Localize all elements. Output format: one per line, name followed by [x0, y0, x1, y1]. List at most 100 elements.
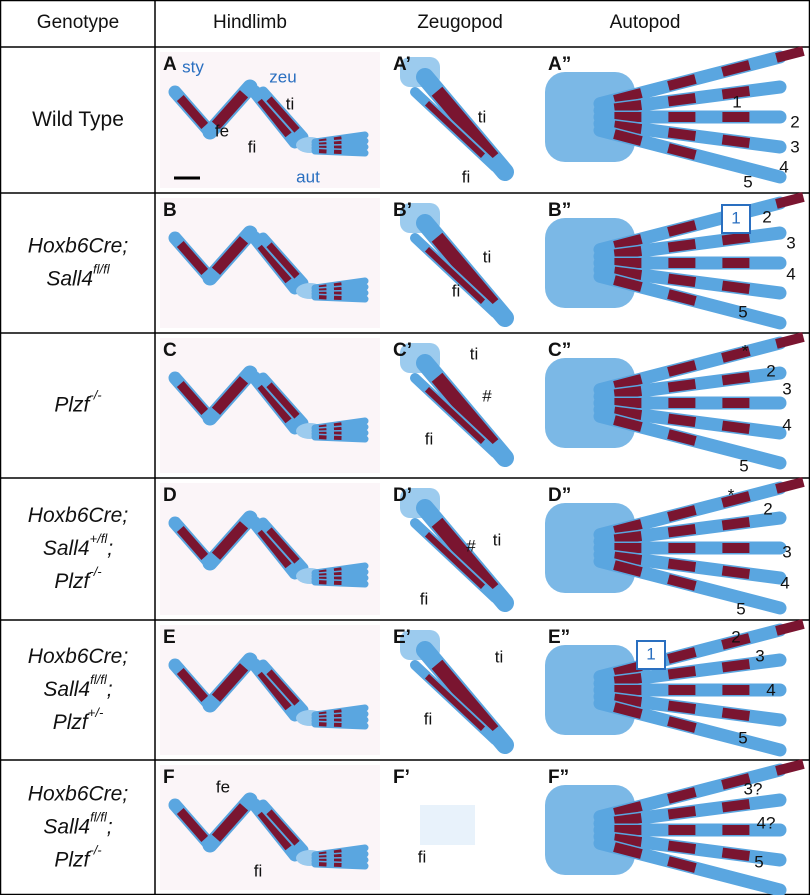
annotation: 3 [782, 379, 791, 398]
phalanx [614, 524, 641, 531]
annotation: 2 [790, 112, 799, 131]
genotype-line: Sall4+/fl​; [43, 531, 113, 559]
annotation: 2 [731, 627, 740, 646]
annotation: 5 [754, 852, 763, 871]
phalanx [334, 574, 342, 575]
phalanx [614, 847, 641, 854]
panel-label: C’ [393, 340, 412, 361]
panel-label: F” [548, 767, 569, 788]
annotation: ti [470, 344, 479, 363]
annotation: * [742, 341, 749, 360]
annotation: * [728, 485, 735, 504]
genotype-line: Sall4fl/fl​; [43, 672, 112, 700]
phalanx [776, 482, 803, 489]
annotation: fi [248, 137, 257, 156]
phalanx [614, 391, 641, 395]
genotype-superscript: -/- [89, 388, 102, 403]
annotation: 5 [736, 599, 745, 618]
phalanx [614, 239, 641, 246]
panel-label: E’ [393, 627, 411, 648]
phalanx [722, 237, 749, 241]
genotype-superscript: -/- [89, 564, 102, 579]
phalanx [614, 678, 641, 682]
genotype-line: Sall4fl/fl​; [43, 810, 112, 838]
annotation: 3 [790, 137, 799, 156]
phalanx [668, 98, 695, 102]
annotation: fe [215, 121, 229, 140]
genotype-superscript: fl/fl [90, 810, 108, 825]
genotype-line: Hoxb6Cre; [28, 504, 129, 527]
annotation: 4 [786, 264, 795, 283]
panel-label: A” [548, 54, 571, 75]
genotype-line: Plzf-/-​ [54, 564, 102, 592]
genotype-text: Hoxb6Cre; [28, 645, 129, 668]
annotation: 4 [766, 680, 775, 699]
phalanx [614, 105, 641, 109]
annotation: 1 [646, 644, 655, 663]
phalanx [776, 764, 803, 771]
genotype-text: Hoxb6Cre; [28, 782, 129, 805]
phalanx [722, 664, 749, 668]
phalanx [334, 289, 342, 290]
annotation: 1 [731, 208, 740, 227]
annotation: # [482, 386, 492, 405]
genotype-superscript: fl/fl [93, 262, 111, 277]
genotype-text: Sall4 [43, 815, 90, 838]
phalanx [334, 716, 342, 717]
panel-label: D [163, 485, 177, 506]
column-header: Hindlimb [213, 12, 287, 33]
annotation: fi [420, 589, 429, 608]
phalanx [668, 225, 695, 232]
genotype-text: ; [107, 537, 113, 560]
phalanx [668, 279, 695, 283]
genotype-line: Hoxb6Cre; [28, 234, 129, 257]
phalanx [614, 565, 641, 572]
annotation: fi [425, 429, 434, 448]
phalanx [668, 419, 695, 423]
genotype-text: Hoxb6Cre; [28, 234, 129, 257]
phalanx [722, 713, 749, 717]
annotation: ti [478, 107, 487, 126]
genotype-text: Wild Type [32, 108, 124, 131]
annotation: 5 [739, 456, 748, 475]
phalanx [614, 707, 641, 714]
phalanx [776, 624, 803, 631]
phalanx [668, 133, 695, 137]
phalanx [722, 571, 749, 575]
annotation: 3 [782, 542, 791, 561]
phalanx [722, 140, 749, 144]
annotation: fi [254, 861, 263, 880]
annotation: fi [424, 709, 433, 728]
genotype-text: Plzf [53, 711, 90, 734]
genotype-superscript: +/- [88, 705, 104, 720]
phalanx [614, 251, 641, 255]
genotype-line: Plzf-/-​ [54, 843, 102, 871]
panel-label: D’ [393, 485, 412, 506]
phalanx [776, 337, 803, 344]
panel-label: F’ [393, 767, 410, 788]
phalanx [614, 806, 641, 813]
column-header: Genotype [37, 12, 119, 33]
genotype-text: Hoxb6Cre; [28, 504, 129, 527]
annotation: fi [462, 167, 471, 186]
annotation: aut [296, 167, 320, 186]
annotation: 4 [782, 415, 791, 434]
phalanx [668, 564, 695, 568]
genotype-text: Plzf [54, 393, 91, 416]
panel-label: C” [548, 340, 571, 361]
annotation: 2 [766, 361, 775, 380]
phalanx [668, 792, 695, 799]
phalanx [668, 846, 695, 850]
panel-label: B’ [393, 200, 412, 221]
phalanx [614, 280, 641, 287]
genotype-text: Sall4 [46, 267, 93, 290]
annotation: ti [483, 247, 492, 266]
annotation: fi [452, 281, 461, 300]
phalanx [614, 134, 641, 141]
phalanx [722, 377, 749, 381]
panel-label: A [163, 54, 177, 75]
annotation: # [466, 536, 476, 555]
genotype-superscript: -/- [89, 843, 102, 858]
phalanx [668, 671, 695, 675]
phalanx [722, 804, 749, 808]
